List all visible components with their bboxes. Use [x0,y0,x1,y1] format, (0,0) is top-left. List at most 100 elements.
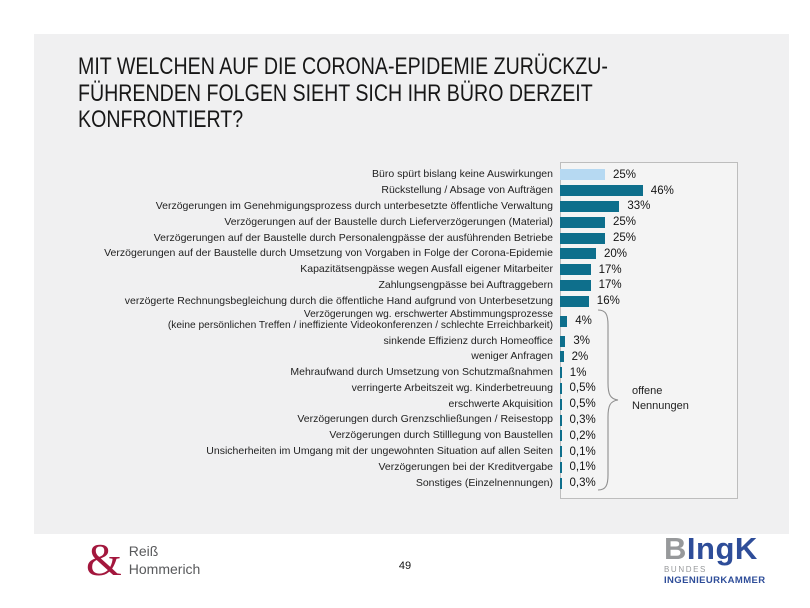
bar [560,216,605,228]
bar-zone: 3% [560,335,590,347]
bar-zone: 2% [560,351,588,363]
category-label: weniger Anfragen [471,350,553,363]
value-label: 16% [596,295,620,308]
chart-row: Verzögerungen auf der Baustelle durch Um… [40,246,785,262]
value-label: 25% [613,232,637,245]
bar [560,414,562,426]
bingk-subtitle-ingenieurkammer: INGENIEURKAMMER [664,575,766,586]
value-label: 0,3% [569,477,596,490]
category-label: Verzögerungen wg. erschwerter Abstimmung… [167,309,553,332]
reiss-hommerich-name: Reiß Hommerich [129,543,201,578]
bar-zone: 25% [560,216,636,228]
chart-row: Verzögerungen durch Stilllegung von Baus… [40,428,785,444]
bar-chart: Büro spürt bislang keine Auswirkungen 25… [40,162,785,502]
chart-row: erschwerte Akquisition 0,5% [40,396,785,412]
category-label: sinkende Effizienz durch Homeoffice [383,334,553,347]
bar [560,351,564,363]
chart-row: Verzögerungen im Genehmigungsprozess dur… [40,199,785,215]
chart-row: Verzögerungen durch Grenzschließungen / … [40,412,785,428]
category-label: Mehraufwand durch Umsetzung von Schutzma… [290,366,553,379]
bar [560,461,562,473]
category-label: Kapazitätsengpässe wegen Ausfall eigener… [300,263,553,276]
category-label: verringerte Arbeitszeit wg. Kinderbetreu… [351,381,553,394]
category-label: Verzögerungen durch Stilllegung von Baus… [329,429,553,442]
value-label: 20% [604,247,628,260]
bar [560,185,643,197]
bingk-logo: BIngK BUNDES INGENIEURKAMMER [664,533,766,586]
bar-zone: 17% [560,264,622,276]
category-label: Verzögerungen im Genehmigungsprozess dur… [155,199,553,212]
value-label: 0,1% [569,461,596,474]
chart-row: Verzögerungen wg. erschwerter Abstimmung… [40,309,785,333]
title-line-2: FÜHRENDEN FOLGEN SIEHT SICH IHR BÜRO DER… [78,79,593,107]
title-line-1: MIT WELCHEN AUF DIE CORONA-EPIDEMIE ZURÜ… [78,53,608,80]
bar-zone: 0,3% [560,477,596,489]
annotation-open-mentions: offene Nennungen [632,385,689,412]
value-label: 33% [627,200,651,213]
page-number: 49 [398,560,412,572]
bar [560,315,568,327]
bar-zone: 0,5% [560,382,596,394]
bar [560,335,566,347]
chart-row: weniger Anfragen 2% [40,349,785,365]
value-label: 0,1% [569,445,596,458]
category-label: Verzögerungen bei der Kreditvergabe [378,460,553,473]
bar [560,200,620,212]
value-label: 2% [571,350,589,363]
reiss-hommerich-logo: & Reiß Hommerich [86,534,201,585]
slide-title: MIT WELCHEN AUF DIE CORONA-EPIDEMIE ZURÜ… [78,53,608,134]
bar-zone: 25% [560,169,636,181]
bar-zone: 16% [560,295,620,307]
bar [560,446,562,458]
category-label: Zahlungsengpässe bei Auftraggebern [378,278,553,291]
bar-zone: 0,5% [560,398,596,410]
chart-row: Sonstiges (Einzelnennungen) 0,3% [40,475,785,491]
bar-zone: 0,3% [560,414,596,426]
category-label: Verzögerungen auf der Baustelle durch Li… [224,215,553,228]
ampersand-logo-icon: & [86,534,122,585]
value-label: 17% [598,279,622,292]
chart-rows: Büro spürt bislang keine Auswirkungen 25… [40,162,785,491]
value-label: 25% [613,168,637,181]
chart-row: Kapazitätsengpässe wegen Ausfall eigener… [40,262,785,278]
chart-row: Mehraufwand durch Umsetzung von Schutzma… [40,365,785,381]
category-label: Verzögerungen durch Grenzschließungen / … [297,413,553,426]
bar [560,169,605,181]
value-label: 17% [598,263,622,276]
bar-zone: 25% [560,232,636,244]
value-label: 1% [569,366,587,379]
bar-zone: 0,1% [560,461,596,473]
title-line-3: KONFRONTIERT? [78,106,244,133]
value-label: 4% [575,315,592,328]
bar-zone: 46% [560,185,674,197]
category-label: Büro spürt bislang keine Auswirkungen [372,168,553,181]
bingk-letter-b: B [664,531,687,566]
value-label: 3% [573,335,591,348]
bar [560,430,562,442]
bar [560,477,562,489]
bar [560,279,591,291]
logo-line-hommerich: Hommerich [128,560,201,577]
chart-row: verzögerte Rechnungsbegleichung durch di… [40,293,785,309]
category-label: Sonstiges (Einzelnennungen) [415,476,553,489]
category-label: Unsicherheiten im Umgang mit der ungewoh… [206,445,553,458]
value-label: 0,2% [569,429,596,442]
chart-row: verringerte Arbeitszeit wg. Kinderbetreu… [40,381,785,397]
chart-row: Verzögerungen auf der Baustelle durch Li… [40,214,785,230]
value-label: 0,3% [569,414,596,427]
bar-zone: 17% [560,279,622,291]
group-brace-icon [597,309,619,491]
bar [560,295,589,307]
bar [560,232,605,244]
bar-zone: 4% [560,315,592,327]
bar-zone: 1% [560,367,586,379]
bar [560,398,562,410]
chart-row: Rückstellung / Absage von Aufträgen 46% [40,183,785,199]
category-label: erschwerte Akquisition [448,397,553,410]
value-label: 0,5% [569,398,596,411]
chart-row: Büro spürt bislang keine Auswirkungen 25… [40,167,785,183]
bar-zone: 0,1% [560,446,596,458]
bingk-letters-ingk: IngK [686,531,758,566]
bar [560,264,591,276]
category-label: Verzögerungen auf der Baustelle durch Um… [104,247,553,260]
